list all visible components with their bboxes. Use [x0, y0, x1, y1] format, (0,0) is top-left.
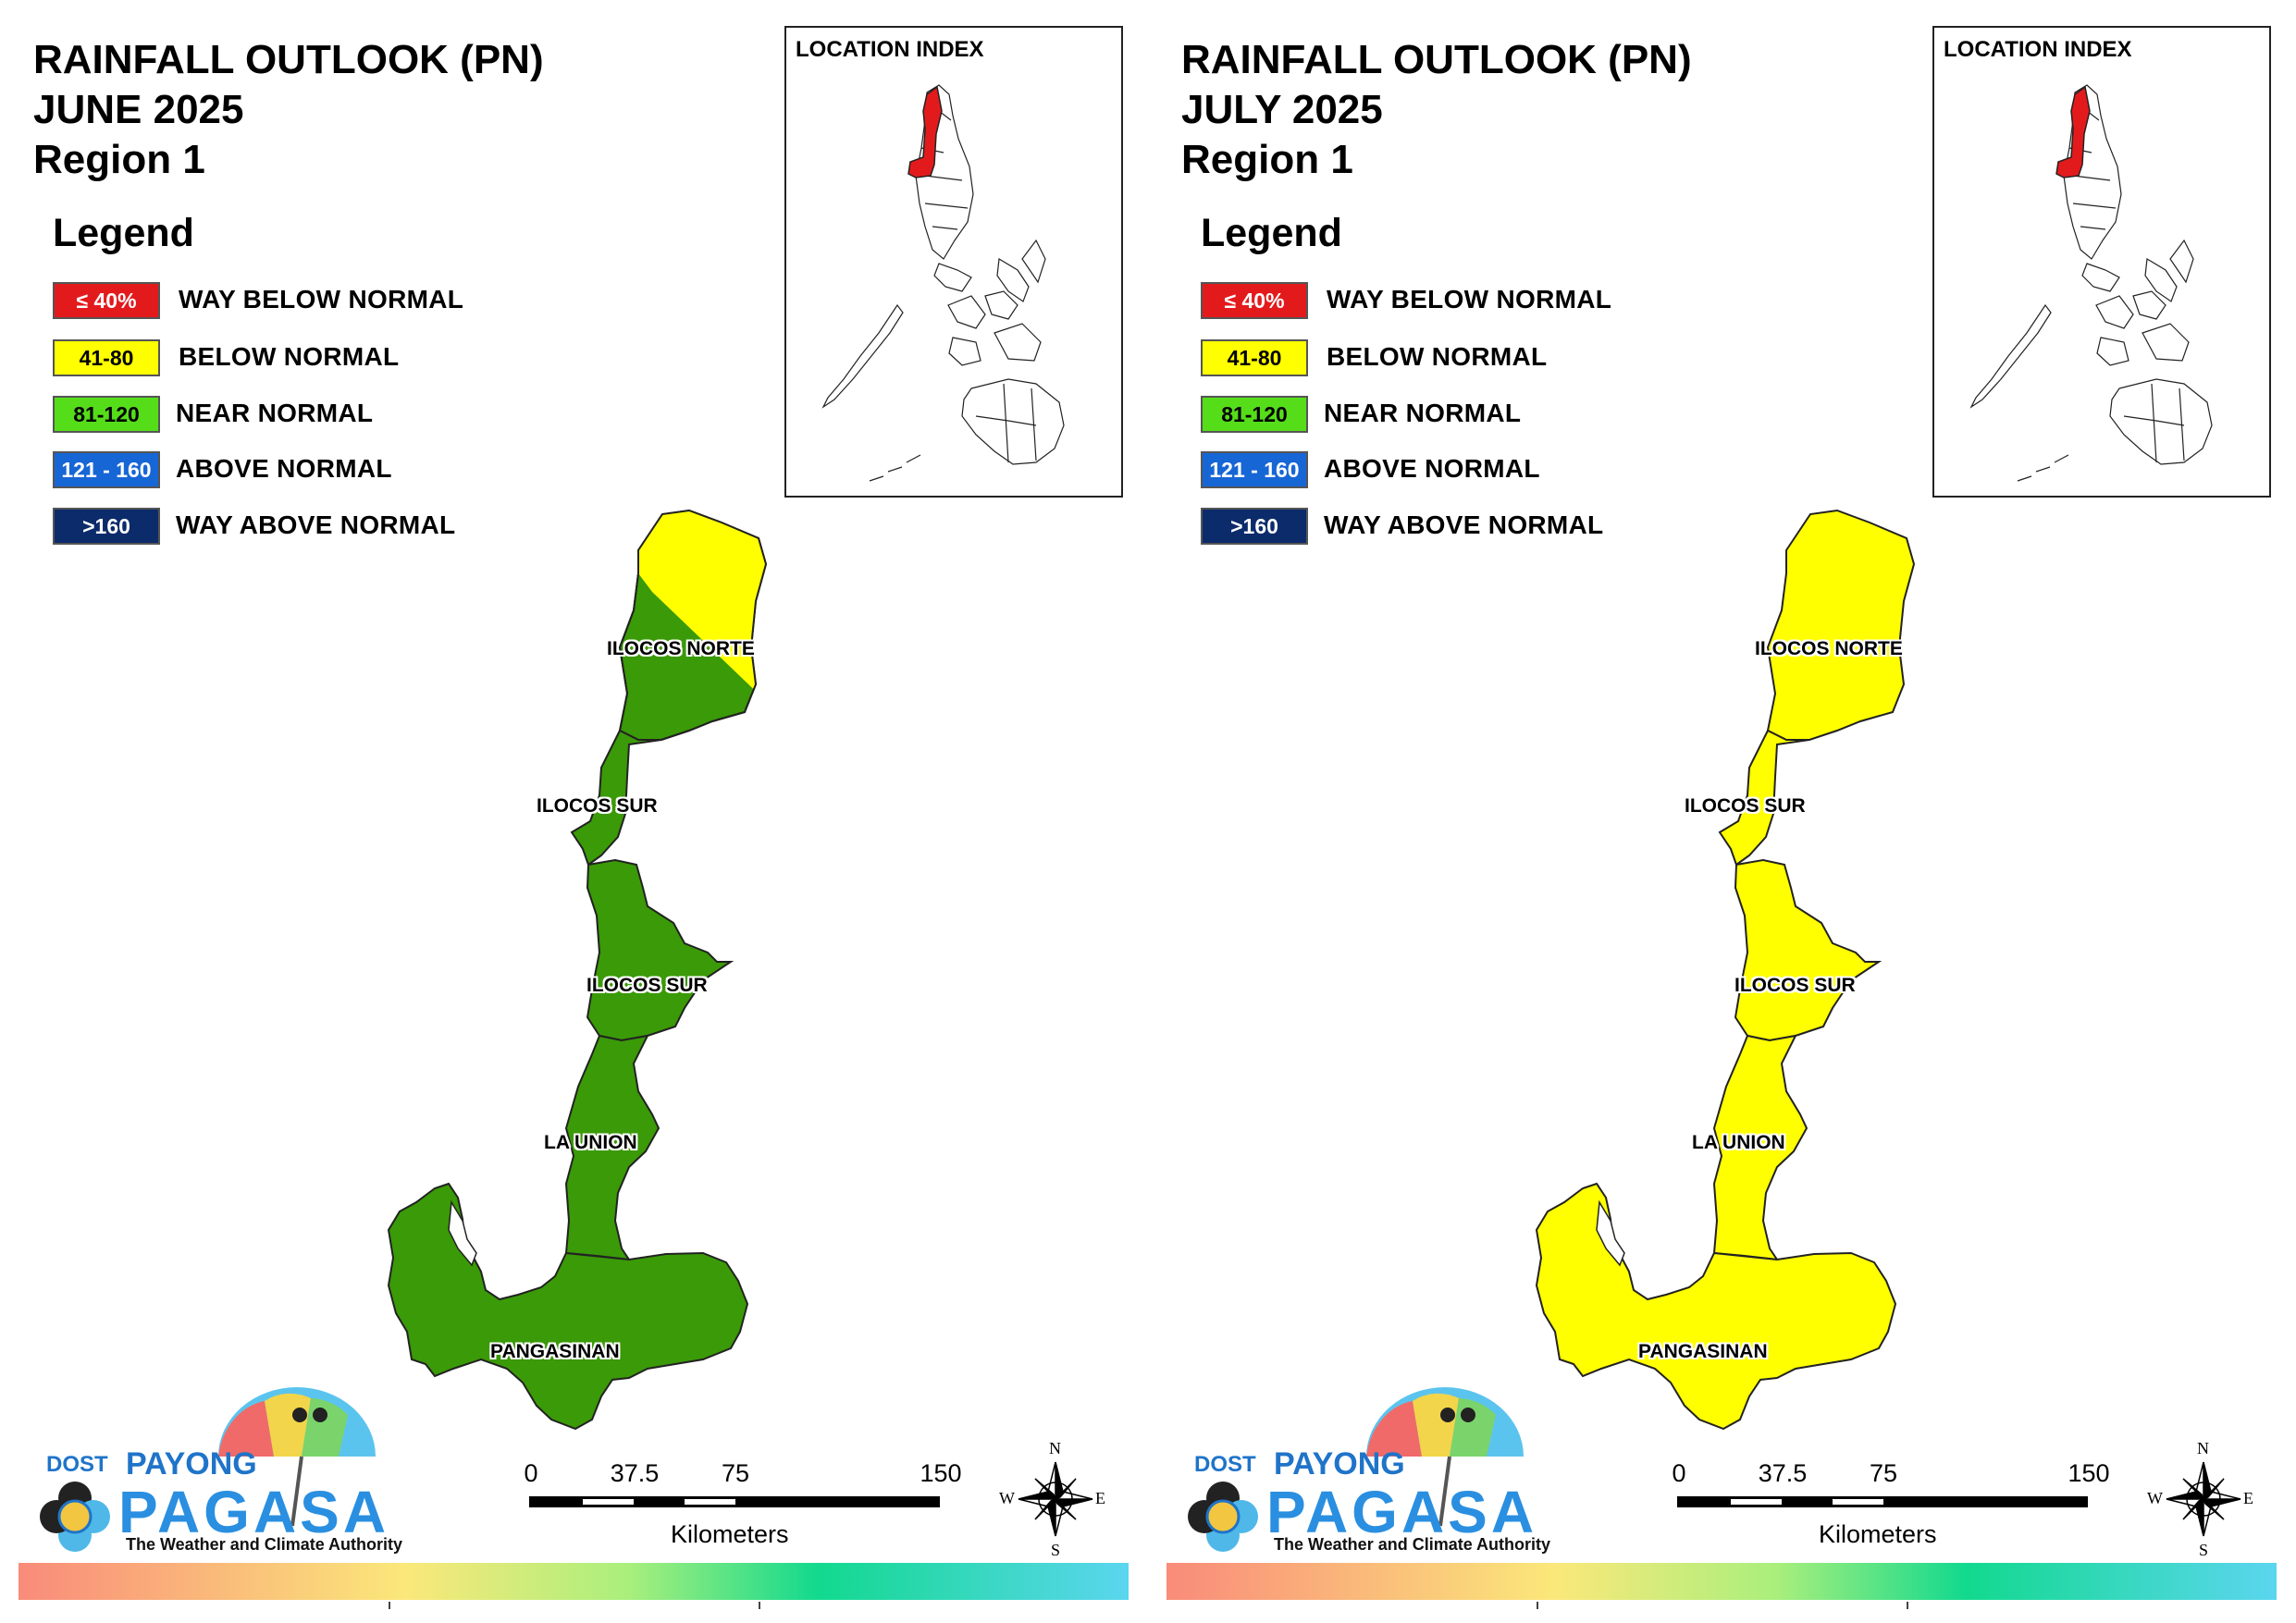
payong-pagasa-logo: DOST PAYONG PAGASA The Weather and Clima…: [1181, 1387, 1551, 1563]
logo-pagasa-text: PAGASA: [1266, 1479, 1538, 1545]
legend-label: BELOW NORMAL: [179, 342, 400, 371]
scale-tick: 0: [1672, 1459, 1686, 1487]
scale-tick: 0: [524, 1459, 538, 1487]
province-label-la-union: LA UNION: [544, 1132, 637, 1153]
umbrella-logo-icon: [40, 1387, 376, 1552]
compass-n: N: [1049, 1439, 1061, 1457]
scale-bar-graphic: [529, 1496, 940, 1507]
outlook-panel-june: RAINFALL OUTLOOK (PN) JUNE 2025 Region 1…: [19, 26, 1129, 1609]
divider: [1537, 1602, 1538, 1609]
province-label-ilocos-sur-north: ILOCOS SUR: [1685, 795, 1806, 817]
legend-swatch: 41-80: [1201, 339, 1308, 376]
logo-payong-text: PAYONG: [1274, 1446, 1405, 1482]
legend-swatch: ≤ 40%: [1201, 282, 1308, 319]
title-month: JULY 2025: [1181, 87, 1383, 132]
inset-title: LOCATION INDEX: [796, 37, 984, 62]
north-arrow: N S E W: [2147, 1439, 2254, 1559]
region-1-provinces: [1535, 509, 1916, 1431]
scale-bar: 0 37.5 75 150 Kilometers: [524, 1459, 961, 1548]
divider: [759, 1602, 760, 1609]
scale-unit: Kilometers: [1819, 1520, 1937, 1548]
legend-swatch: 121 - 160: [53, 451, 160, 488]
province-label-ilocos-sur-north: ILOCOS SUR: [537, 795, 658, 817]
scale-tick: 150: [2068, 1459, 2110, 1487]
philippines-outline-map: [1969, 84, 2213, 482]
legend-label: NEAR NORMAL: [176, 399, 374, 427]
color-gradient-bar: [1167, 1563, 2277, 1600]
outlook-panel-july: RAINFALL OUTLOOK (PN) JULY 2025 Region 1…: [1148, 0, 2296, 1623]
legend-swatch: 81-120: [53, 396, 160, 433]
logo-dost-text: DOST: [46, 1452, 108, 1477]
scale-unit: Kilometers: [671, 1520, 789, 1548]
divider: [389, 1602, 390, 1609]
umbrella-logo-icon: [1188, 1387, 1524, 1552]
province-label-ilocos-norte: ILOCOS NORTE: [607, 638, 755, 659]
legend-label: WAY ABOVE NORMAL: [1324, 510, 1604, 539]
compass-rose-icon: [1018, 1461, 1093, 1537]
province-label-pangasinan: PANGASINAN: [1638, 1341, 1768, 1362]
title-region: Region 1: [1181, 137, 1353, 182]
scale-tick: 75: [721, 1459, 750, 1487]
location-index-inset: LOCATION INDEX: [784, 26, 1123, 498]
compass-s: S: [2199, 1541, 2209, 1559]
province-label-ilocos-sur-south: ILOCOS SUR: [1734, 975, 1856, 996]
title-line-1: RAINFALL OUTLOOK (PN): [33, 37, 544, 82]
legend-label: ABOVE NORMAL: [1324, 454, 1540, 483]
payong-pagasa-logo: DOST PAYONG PAGASA The Weather and Clima…: [33, 1387, 403, 1563]
scale-bar-graphic: [1677, 1496, 2088, 1507]
province-label-pangasinan: PANGASINAN: [490, 1341, 620, 1362]
logo-pagasa-text: PAGASA: [118, 1479, 390, 1545]
compass-n: N: [2197, 1439, 2209, 1457]
legend-swatch: >160: [1201, 508, 1308, 545]
title-region: Region 1: [33, 137, 205, 182]
legend-swatch: 41-80: [53, 339, 160, 376]
philippines-outline-map: [821, 84, 1065, 482]
legend-label: ABOVE NORMAL: [176, 454, 392, 483]
legend-swatch: ≤ 40%: [53, 282, 160, 319]
logo-dost-text: DOST: [1194, 1452, 1256, 1477]
compass-e: E: [2243, 1489, 2253, 1507]
logo-payong-text: PAYONG: [126, 1446, 257, 1482]
province-label-ilocos-norte: ILOCOS NORTE: [1755, 638, 1903, 659]
scale-tick: 75: [1869, 1459, 1898, 1487]
province-label-la-union: LA UNION: [1692, 1132, 1785, 1153]
legend-label: WAY BELOW NORMAL: [1327, 285, 1612, 314]
logo-tagline: The Weather and Climate Authority: [1274, 1535, 1551, 1554]
inset-title: LOCATION INDEX: [1944, 37, 2132, 62]
color-gradient-bar: [19, 1563, 1129, 1600]
legend-title: Legend: [53, 211, 194, 255]
legend-label: NEAR NORMAL: [1324, 399, 1522, 427]
legend-label: BELOW NORMAL: [1327, 342, 1548, 371]
legend-title: Legend: [1201, 211, 1342, 255]
scale-bar: 0 37.5 75 150 Kilometers: [1672, 1459, 2109, 1548]
compass-w: W: [999, 1489, 1015, 1507]
legend-label: WAY ABOVE NORMAL: [176, 510, 456, 539]
scale-tick: 37.5: [1758, 1459, 1808, 1487]
scale-tick: 150: [920, 1459, 962, 1487]
compass-s: S: [1051, 1541, 1061, 1559]
map-title: RAINFALL OUTLOOK (PN) JULY 2025 Region 1: [1181, 35, 1692, 185]
divider: [1907, 1602, 1908, 1609]
title-month: JUNE 2025: [33, 87, 244, 132]
compass-rose-icon: [2166, 1461, 2241, 1537]
north-arrow: N S E W: [999, 1439, 1106, 1559]
legend-swatch: 81-120: [1201, 396, 1308, 433]
region-1-provinces: [387, 509, 768, 1431]
map-title: RAINFALL OUTLOOK (PN) JUNE 2025 Region 1: [33, 35, 544, 185]
compass-w: W: [2147, 1489, 2163, 1507]
legend-swatch: 121 - 160: [1201, 451, 1308, 488]
legend-swatch: >160: [53, 508, 160, 545]
scale-tick: 37.5: [610, 1459, 660, 1487]
province-label-ilocos-sur-south: ILOCOS SUR: [586, 975, 708, 996]
title-line-1: RAINFALL OUTLOOK (PN): [1181, 37, 1692, 82]
location-index-inset: LOCATION INDEX: [1932, 26, 2271, 498]
legend-label: WAY BELOW NORMAL: [179, 285, 464, 314]
logo-tagline: The Weather and Climate Authority: [126, 1535, 403, 1554]
compass-e: E: [1095, 1489, 1105, 1507]
